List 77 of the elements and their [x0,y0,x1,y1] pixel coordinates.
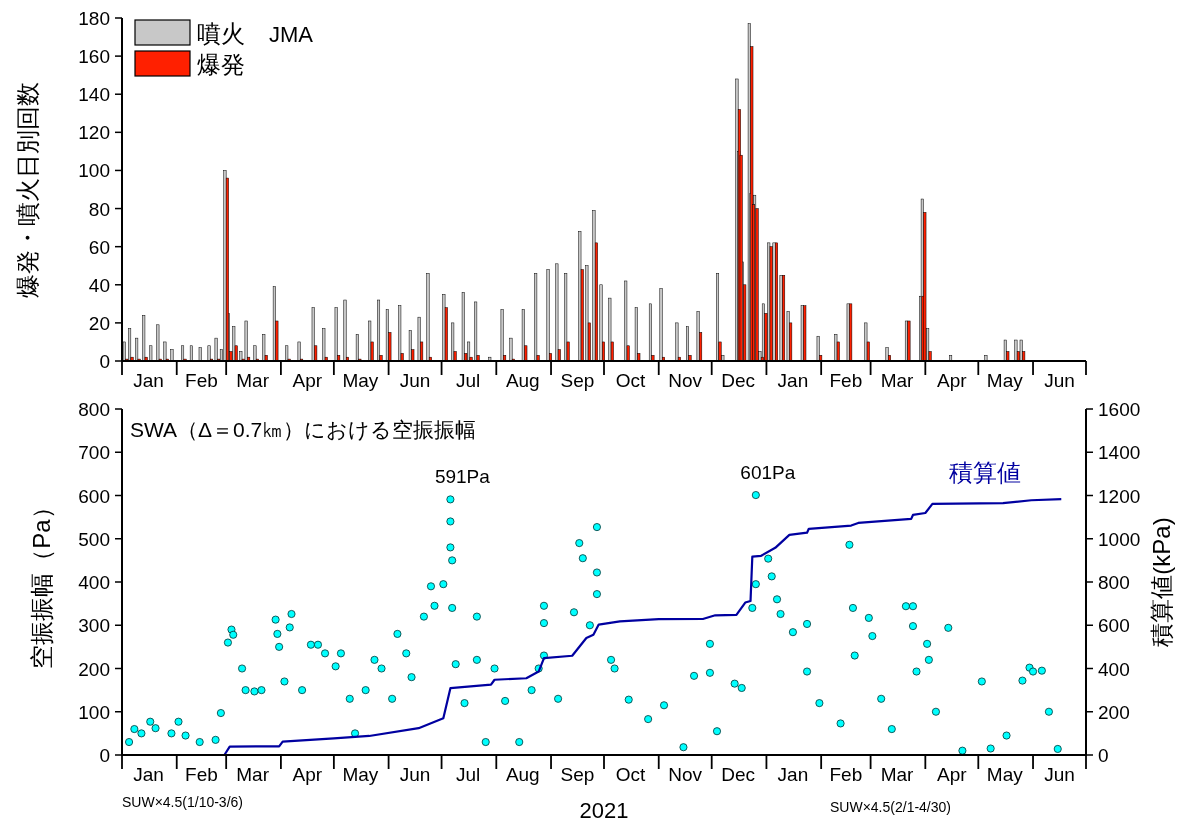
y-tick-label: 600 [78,485,110,507]
y2-tick-label: 600 [1098,615,1130,637]
legend-label: 噴火 [197,20,245,47]
y-tick-label: 500 [78,528,110,550]
y2-tick-label: 200 [1098,701,1130,723]
y2-tick-label: 1400 [1098,442,1141,464]
y-tick-label: 20 [88,312,110,334]
y-tick-label: 700 [78,442,110,464]
y-tick-label: 40 [88,274,110,296]
x-tick-label: May [986,764,1024,785]
y2-tick-label: 1200 [1098,485,1141,507]
annotation: 591Pa [434,466,491,488]
x-tick-label: Aug [505,370,540,391]
y-tick-label: 100 [78,701,110,723]
x-tick-label: Jan [777,764,809,785]
x-tick-label: Feb [829,370,863,391]
x-tick-label: Jun [399,370,431,391]
x-tick-label: Jun [1044,370,1075,391]
y2-tick-label: 1600 [1098,399,1141,420]
y-tick-label: 200 [78,658,110,680]
x-tick-label: Nov [668,764,703,785]
y2-tick-label: 400 [1098,658,1130,680]
x-tick-label: Apr [292,764,323,785]
chart-title: SWA（Δ＝0.7㎞）における空振振幅 [130,418,477,441]
y-tick-label: 140 [78,84,110,106]
y-axis-title: 空振振幅（Pa） [28,495,55,669]
y-tick-label: 160 [78,46,110,68]
x-tick-label: Jun [399,764,431,785]
y-axis-title: 爆発・噴火日別回数 [14,81,41,298]
annotation: 601Pa [740,462,796,484]
y2-tick-label: 0 [1098,745,1109,766]
y2-tick-label: 1000 [1098,528,1141,550]
x-tick-label: May [342,764,379,785]
x-tick-label: Dec [721,764,756,785]
x-tick-label: Dec [721,370,756,391]
x-tick-label: May [986,370,1024,391]
x-tick-label: Jan [133,370,164,391]
x-tick-label: Mar [236,764,270,785]
y-tick-label: 100 [78,160,110,182]
y-tick-label: 0 [99,351,110,372]
x-tick-label: Jul [455,764,481,785]
x-tick-label: Jan [133,764,164,785]
y-tick-label: 300 [78,615,110,637]
x-tick-label: Apr [937,764,968,785]
x-tick-label: Feb [185,764,218,785]
x-tick-label: Jan [777,370,809,391]
x-tick-label: Sep [560,764,595,785]
y2-axis-title: 積算値(kPa) [1148,517,1175,647]
x-tick-label: Oct [615,764,646,785]
x-tick-label: Feb [185,370,218,391]
y-tick-label: 0 [99,745,110,766]
x-tick-label: Nov [668,370,703,391]
text: SUW×4.5(2/1-4/30) [830,799,951,815]
x-tick-label: May [342,370,379,391]
x-tick-label: Jun [1044,764,1075,785]
legend-label: 爆発 [197,51,245,78]
x-tick-label: Mar [236,370,270,391]
x-tick-label: Jul [455,370,481,391]
x-tick-label: Feb [829,764,863,785]
series-label: 積算値 [949,459,1022,487]
x-axis-title: 2021 [579,798,629,823]
y-tick-label: 800 [78,399,110,420]
annotation: JMA [269,22,314,47]
x-tick-label: Apr [937,370,968,391]
x-tick-label: Mar [880,764,915,785]
y-tick-label: 80 [88,198,110,220]
y-tick-label: 400 [78,572,110,593]
x-tick-label: Apr [292,370,323,391]
x-tick-label: Aug [505,764,540,785]
x-tick-label: Sep [560,370,595,391]
x-tick-label: Mar [880,370,915,391]
y-tick-label: 60 [88,236,110,258]
y-tick-label: 180 [78,8,110,29]
y2-tick-label: 800 [1098,572,1130,593]
x-tick-label: Oct [615,370,646,391]
y-tick-label: 120 [78,122,110,144]
text: SUW×4.5(1/10-3/6) [122,794,243,810]
